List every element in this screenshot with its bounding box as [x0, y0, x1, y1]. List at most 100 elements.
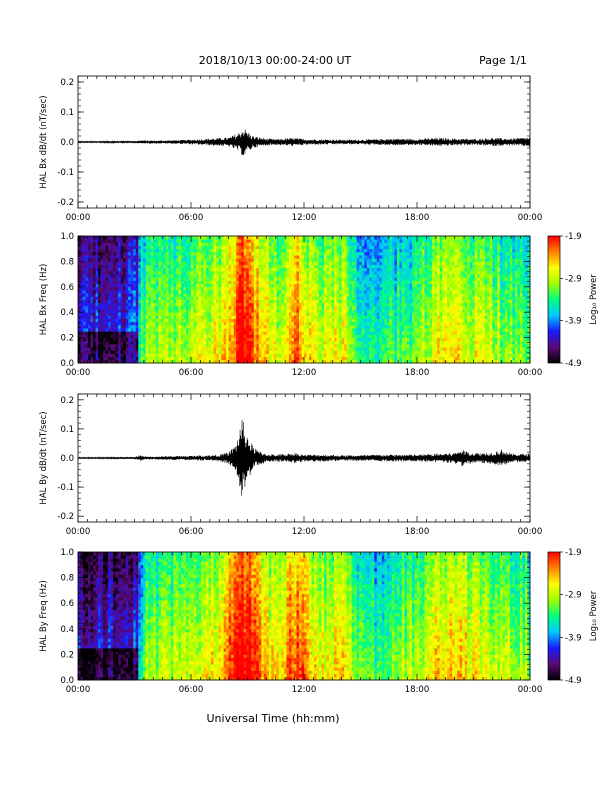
bx_spectrogram-cell [211, 267, 214, 272]
bx_spectrogram-cell [223, 340, 227, 345]
bx_spectrogram-cell [238, 309, 242, 313]
bx_spectrogram-cell [233, 337, 237, 342]
bx_spectrogram-cell [206, 302, 209, 307]
bx_spectrogram-cell [226, 359, 230, 364]
bx_spectrogram-cell [324, 321, 327, 326]
bx_spectrogram-cell [288, 236, 292, 240]
bx_spectrogram-cell [324, 331, 327, 335]
bx_spectrogram-cell [238, 277, 242, 281]
bx_spectrogram-cell [188, 328, 192, 332]
bx_spectrogram-cell [376, 245, 380, 250]
bx_spectrogram-cell [291, 321, 295, 326]
bx_spectrogram-cell [226, 356, 230, 361]
bx_spectrogram-cell [344, 305, 348, 310]
bx_spectrogram-cell [213, 353, 217, 358]
bx_spectrogram-cell [208, 312, 212, 316]
bx_spectrogram-cell [309, 274, 312, 278]
bx_spectrogram-cell [153, 347, 157, 351]
bx_spectrogram-cell [359, 251, 363, 256]
bx_spectrogram-cell [336, 343, 340, 348]
bx_spectrogram-cell [246, 312, 250, 316]
bx_spectrogram-cell [376, 277, 380, 281]
bx_spectrogram-cell [125, 309, 129, 313]
bx_spectrogram-cell [263, 309, 267, 313]
bx_spectrogram-cell [246, 280, 250, 285]
bx_spectrogram-cell [344, 293, 348, 297]
bx_spectrogram-cell [369, 283, 373, 288]
bx_spectrogram-cell [113, 248, 117, 253]
bx_spectrogram-cell [213, 289, 217, 294]
bx_spectrogram-cell [206, 296, 209, 300]
bx_spectrogram-cell [268, 283, 272, 288]
bx_spectrogram-cell [349, 343, 353, 348]
bx_spectrogram-cell [339, 267, 343, 272]
bx_spectrogram-cell [135, 315, 139, 319]
bx_spectrogram-cell [211, 356, 214, 361]
bx_spectrogram-cell [261, 343, 265, 348]
bx_spectrogram-cell [125, 261, 129, 265]
bx_spectrogram-cell [349, 359, 353, 364]
bx_spectrogram-cell [201, 274, 204, 278]
bx_spectrogram-cell [298, 277, 302, 281]
bx_spectrogram-cell [155, 315, 159, 319]
bx_spectrogram-cell [324, 283, 327, 288]
bx_spectrogram-cell [283, 350, 287, 354]
bx_spectrogram-cell [376, 270, 380, 275]
bx_spectrogram-cell [188, 315, 192, 319]
bx_spectrogram-cell [211, 261, 214, 265]
bx_spectrogram-cell [198, 296, 202, 300]
bx_spectrogram-cell [228, 236, 232, 240]
bx_spectrogram-cell [379, 299, 383, 304]
bx_spectrogram-cell [251, 293, 255, 297]
bx_spectrogram-cell [100, 334, 104, 338]
bx_spectrogram-cell [158, 318, 162, 323]
bx_spectrogram-cell [351, 309, 355, 313]
bx_spectrogram-cell [228, 334, 232, 338]
bx_spectrogram-cell [170, 245, 174, 250]
bx_spectrogram-cell [108, 293, 112, 297]
bx_spectrogram-cell [283, 267, 287, 272]
bx_spectrogram-cell [185, 248, 189, 253]
bx_spectrogram-cell [364, 239, 368, 243]
bx_spectrogram-cell [193, 239, 197, 243]
bx_spectrogram-cell [346, 337, 350, 342]
bx_spectrogram-cell [191, 340, 194, 345]
bx_spectrogram-cell [110, 286, 114, 291]
bx_spectrogram-cell [110, 334, 114, 338]
bx_spectrogram-cell [278, 324, 282, 329]
bx_spectrogram-cell [296, 270, 300, 275]
bx_spectrogram-cell [188, 242, 192, 246]
bx_spectrogram-cell [298, 324, 302, 329]
bx_spectrogram-cell [160, 337, 164, 342]
bx_spectrogram-cell [163, 293, 167, 297]
bx_spectrogram-cell [223, 261, 227, 265]
bx_spectrogram-cell [178, 280, 182, 285]
bx_spectrogram-cell [246, 343, 250, 348]
bx_spectrogram-cell [196, 277, 199, 281]
bx_spectrogram-cell [341, 312, 345, 316]
bx_spectrogram-cell [276, 274, 280, 278]
bx_spectrogram-cell [93, 293, 96, 297]
bx_spectrogram-cell [356, 236, 360, 240]
bx_spectrogram-cell [273, 270, 277, 275]
bx_spectrogram-cell [291, 261, 295, 265]
bx_spectrogram-cell [100, 255, 104, 259]
bx_spectrogram-cell [306, 293, 310, 297]
bx_spectrogram-cell [268, 334, 272, 338]
bx_spectrogram-cell [309, 315, 312, 319]
bx_spectrogram-cell [145, 315, 149, 319]
bx_spectrogram-cell [334, 251, 338, 256]
bx_spectrogram-cell [346, 321, 350, 326]
bx_spectrogram-cell [319, 264, 322, 269]
bx_spectrogram-cell [288, 359, 292, 364]
bx_spectrogram-cell [301, 267, 305, 272]
bx_spectrogram-cell [288, 283, 292, 288]
bx_spectrogram-cell [110, 324, 114, 329]
bx_spectrogram-cell [95, 328, 99, 332]
bx_spectrogram-cell [228, 359, 232, 364]
bx_spectrogram-cell [306, 331, 310, 335]
bx_spectrogram-cell [118, 264, 122, 269]
bx_spectrogram-cell [226, 340, 230, 345]
bx_spectrogram-cell [231, 356, 235, 361]
bx_spectrogram-cell [216, 334, 220, 338]
